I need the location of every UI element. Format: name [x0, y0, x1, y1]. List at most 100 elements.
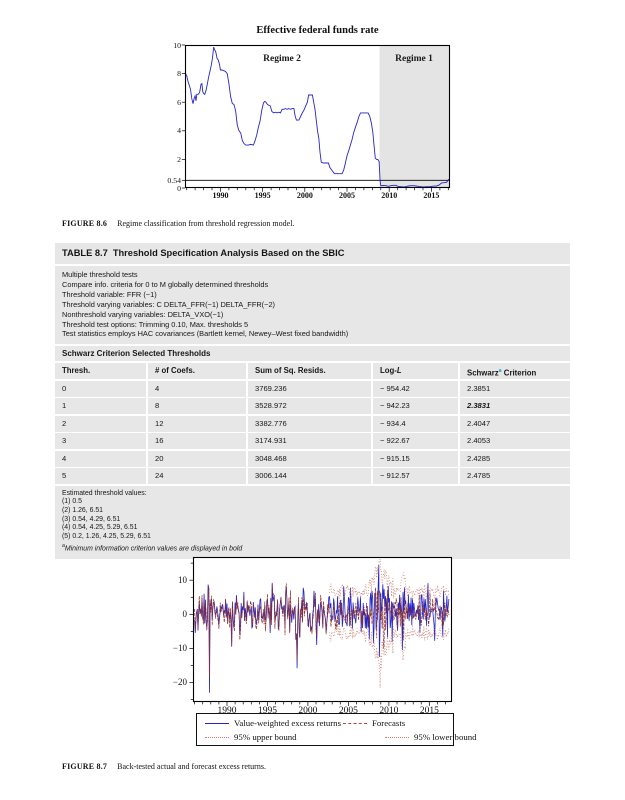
- table-cell: 20: [148, 450, 246, 467]
- table-footnote-line: (4) 0.54, 4.25, 5.29, 6.51: [62, 524, 138, 532]
- fig87-y-tick-label: 0: [182, 608, 188, 619]
- table-preamble-line: Nonthreshold varying variables: DELTA_VX…: [62, 309, 224, 319]
- actual-returns-line: [194, 564, 450, 693]
- fig87-x-tick-label: 2010: [379, 706, 399, 716]
- fig86-chart-title: Effective federal funds rate: [256, 25, 379, 36]
- table-cell: 3006.144: [248, 468, 371, 485]
- table-row: 1 8 3528.972− 942.23 2.3831: [55, 398, 570, 415]
- table-cell: 1: [55, 398, 146, 415]
- table-footnote-line: Estimated threshold values:: [62, 489, 147, 497]
- table-title-text: Threshold Specification Analysis Based o…: [112, 248, 345, 258]
- table-cell: 2.4047: [460, 415, 570, 432]
- table-header-cell: Log-L: [373, 363, 458, 380]
- table-body: 0 4 3769.236− 954.42 2.3851 1 8 3528.972− 942.…: [55, 380, 570, 485]
- table-row: 2 12 3382.776− 934.4 2.4047: [55, 415, 570, 432]
- legend-entry: Forecasts: [343, 717, 405, 729]
- footnote-superscript: a: [62, 543, 65, 550]
- table-section-header: Schwarz Criterion Selected Thresholds: [55, 346, 570, 362]
- table-preamble-line: Test statistics employs HAC covariances …: [62, 329, 349, 339]
- table-8-7: TABLE 8.7 Threshold Specification Analysi…: [55, 243, 570, 561]
- table-cell: 3174.931: [248, 433, 371, 450]
- fig86-x-tick-label: 2015: [423, 191, 440, 200]
- legend-entry: Value-weighted excess returns: [205, 717, 341, 729]
- legend-entry: 95% upper bound: [205, 731, 297, 743]
- table-cell: − 915.15: [373, 450, 458, 467]
- fig86-caption-label: FIGURE 8.6: [62, 219, 108, 228]
- table-footnotes: Estimated threshold values: (1) 0.5 (2) 1.…: [55, 485, 570, 560]
- table-cell: − 934.4: [373, 415, 458, 432]
- fig86-x-tick-label: 1995: [254, 191, 271, 200]
- lower-bound-line: [329, 623, 450, 688]
- table-preamble-line: Threshold varying variables: C DELTA_FFR…: [62, 299, 276, 309]
- table-header-row: Thresh. # of Coefs. Sum of Sq. Resids. Log-…: [55, 363, 570, 380]
- legend-label: 95% lower bound: [414, 732, 477, 742]
- table-cell: − 954.42: [373, 380, 458, 397]
- forecast-line: [194, 583, 450, 678]
- legend-line-sample: [385, 736, 409, 738]
- fig86-x-tick-label: 2005: [339, 191, 356, 200]
- fig87-x-tick-label: 1990: [217, 706, 237, 716]
- fig86-y-tick-label: 2: [177, 154, 181, 164]
- table-cell: 12: [148, 415, 246, 432]
- legend-line-sample: [205, 736, 229, 738]
- fig86-y-tick-label: 8: [177, 69, 181, 79]
- table-footnote-line: (1) 0.5: [62, 498, 82, 506]
- table-preamble-line: Threshold variable: FFR (−1): [62, 289, 157, 299]
- table-row: 4 20 3048.468− 915.15 2.4285: [55, 450, 570, 467]
- fig86-y-tick-label: 0.54: [167, 175, 181, 185]
- table-cell: 16: [148, 433, 246, 450]
- table-cell: − 912.57: [373, 468, 458, 485]
- regime1-label: Regime 1: [395, 54, 433, 64]
- table-footnote-line: (5) 0.2, 1.26, 4.25, 5.29, 6.51: [62, 532, 151, 540]
- fig86-y-tick-label: 10: [173, 40, 181, 50]
- fig87-x-tick-label: 2005: [338, 706, 358, 716]
- fig87-caption-text: Back-tested actual and forecast excess r…: [117, 762, 266, 771]
- table-row: 5 24 3006.144− 912.57 2.4785: [55, 468, 570, 485]
- fig86-x-tick-label: 2000: [296, 191, 313, 200]
- table-footnote-note: aMinimum information criterion values ar…: [62, 542, 563, 554]
- regime1-shaded-region: [379, 45, 450, 188]
- fig87-svg: [189, 556, 453, 706]
- fig87-y-tick-label: −20: [172, 677, 187, 688]
- fig87-x-tick-label: 2015: [419, 706, 439, 716]
- fig86-plot-area: Regime 2 Regime 1: [181, 44, 451, 192]
- table-cell: 4: [55, 450, 146, 467]
- upper-bound-line: [329, 558, 450, 602]
- table-preamble: Multiple threshold tests Compare info. cr…: [55, 266, 570, 345]
- fig87-caption: FIGURE 8.7 Back-tested actual and forecas…: [62, 762, 266, 771]
- table-cell: 8: [148, 398, 246, 415]
- table-cell: 2.4785: [460, 468, 570, 485]
- table-cell: 3048.468: [248, 450, 371, 467]
- fig86-y-tick-label: 4: [177, 126, 181, 136]
- fig87-caption-label: FIGURE 8.7: [62, 762, 108, 771]
- table-row: 0 4 3769.236− 954.42 2.3851: [55, 380, 570, 397]
- fig86-caption: FIGURE 8.6 Regime classification from thr…: [62, 219, 294, 228]
- fig86-x-tick-label: 2010: [381, 191, 398, 200]
- table-header-cell: Thresh.: [55, 363, 146, 380]
- fig86-y-tick-label: 0: [177, 183, 181, 193]
- table-header-cell: Sum of Sq. Resids.: [248, 363, 371, 380]
- legend-label: 95% upper bound: [234, 732, 297, 742]
- table-footnote-line: (2) 1.26, 6.51: [62, 507, 103, 515]
- fig86-y-tick-label: 6: [177, 97, 181, 107]
- fig87-y-tick-label: −10: [172, 642, 187, 653]
- table-preamble-line: Compare info. criteria for 0 to M global…: [62, 279, 269, 289]
- table-cell: 3382.776: [248, 415, 371, 432]
- table-cell: 2.4053: [460, 433, 570, 450]
- legend-label: Value-weighted excess returns: [234, 718, 341, 728]
- fig87-y-tick-label: 10: [178, 574, 187, 585]
- table-title: TABLE 8.7 Threshold Specification Analysi…: [55, 243, 570, 264]
- table-cell: 2: [55, 415, 146, 432]
- legend-line-sample: [205, 722, 229, 724]
- table-cell: 0: [55, 380, 146, 397]
- table-cell: 4: [148, 380, 246, 397]
- table-footnote-lines: Estimated threshold values: (1) 0.5 (2) 1.…: [62, 490, 563, 542]
- table-title-label: TABLE 8.7: [62, 248, 108, 258]
- table-cell: 3528.972: [248, 398, 371, 415]
- table-row: 3 16 3174.931− 922.67 2.4053: [55, 433, 570, 450]
- ffr-series-line: [184, 46, 450, 188]
- legend-label: Forecasts: [372, 718, 406, 728]
- fig87-plot-area: [189, 556, 453, 706]
- table-cell: − 922.67: [373, 433, 458, 450]
- table-preamble-line: Multiple threshold tests: [62, 270, 138, 279]
